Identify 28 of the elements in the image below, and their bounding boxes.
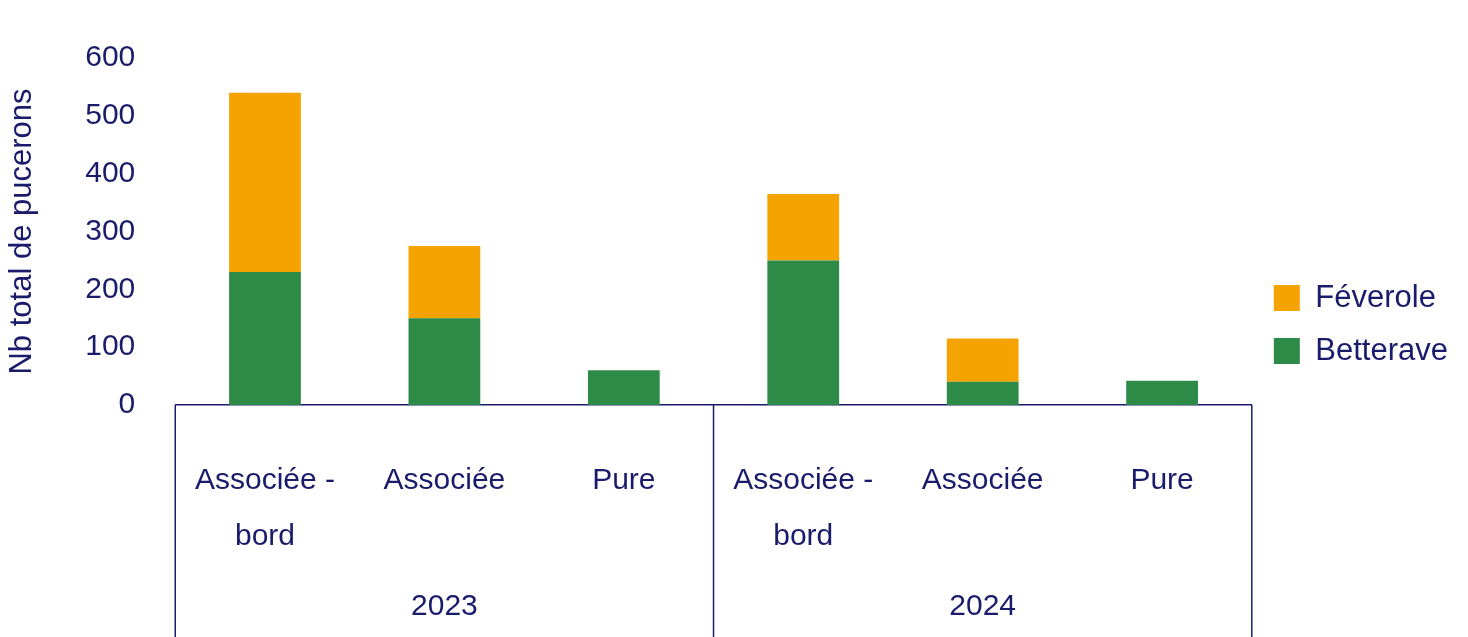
- text: 2023: [411, 588, 478, 622]
- bar: [1126, 380, 1198, 405]
- legend-label: Betterave: [1315, 331, 1449, 367]
- y-tick-label: 0: [118, 386, 136, 420]
- bar: [587, 370, 660, 405]
- y-tick-label: 100: [85, 328, 136, 362]
- x-tick-label: Pure: [1130, 462, 1194, 496]
- x-tick-label: Associée - bord: [733, 462, 874, 551]
- x-tick-label: Associée: [383, 462, 506, 496]
- bar: [946, 338, 1019, 382]
- y-tick-label: 400: [85, 154, 136, 188]
- bar: [946, 381, 1019, 405]
- x-tick-label: Associée - bord: [194, 462, 335, 551]
- y-tick-label: 300: [85, 212, 136, 246]
- bar: [767, 193, 840, 261]
- y-tick-label: 600: [85, 39, 136, 73]
- text: 2024: [949, 588, 1017, 622]
- bar: [408, 318, 481, 405]
- x-tick-label: Pure: [592, 462, 656, 496]
- bar: [767, 260, 840, 405]
- legend-label: Féverole: [1315, 278, 1436, 314]
- y-tick-label: 500: [85, 97, 136, 131]
- bar: [408, 245, 481, 319]
- y-tick-label: 200: [85, 270, 136, 304]
- y-axis-title: Nb total de pucerons: [3, 88, 39, 375]
- x-tick-label: Associée: [921, 462, 1044, 496]
- bar: [229, 92, 301, 272]
- bar: [229, 271, 301, 405]
